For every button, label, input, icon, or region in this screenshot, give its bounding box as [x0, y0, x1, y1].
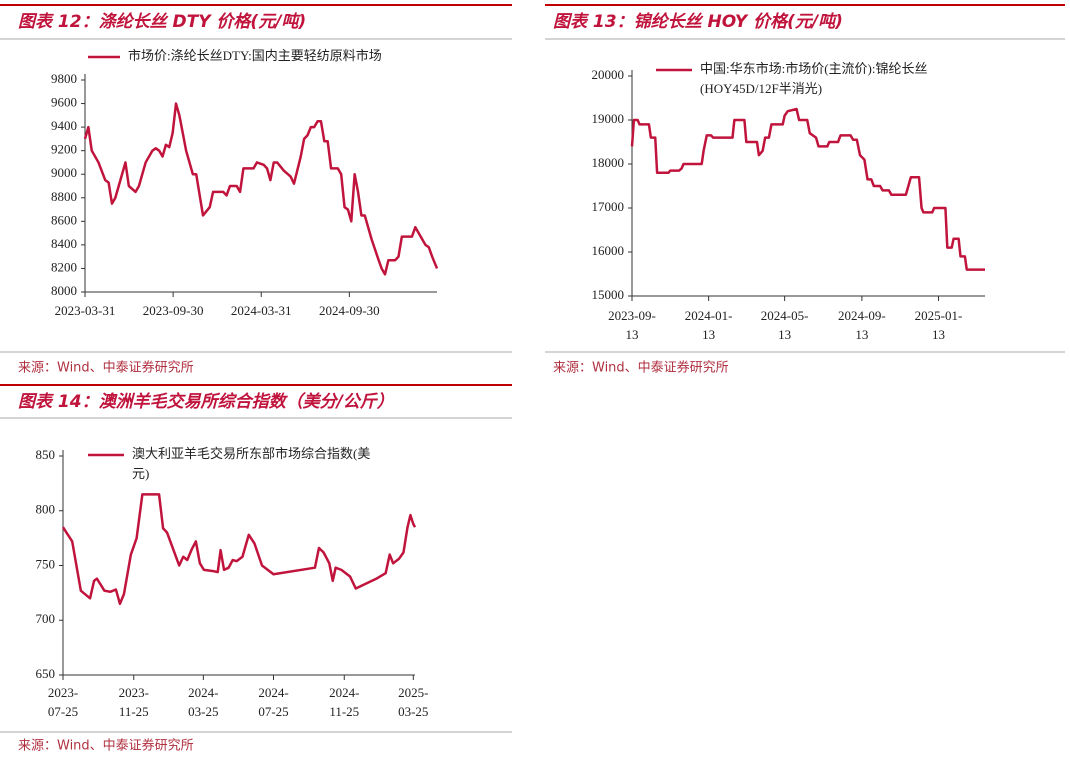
chart-title: 图表 12：涤纶长丝 DTY 价格(元/吨): [18, 12, 306, 32]
y-tick-label: 8400: [51, 236, 77, 251]
y-tick-label: 8600: [51, 212, 77, 227]
y-tick-label: 16000: [592, 243, 625, 258]
x-tick-label: 2024-05-13: [761, 308, 809, 342]
y-tick-label: 8200: [51, 259, 77, 274]
y-tick-label: 20000: [592, 67, 625, 82]
y-tick-label: 9400: [51, 118, 77, 133]
x-tick-label: 2023-03-31: [55, 303, 116, 318]
series-line: [630, 107, 985, 271]
y-tick-label: 8800: [51, 189, 77, 204]
legend-label: 中国:华东市场:市场价(主流价):锦纶长丝(HOY45D/12F半消光): [700, 61, 928, 96]
source-note: 来源：Wind、中泰证券研究所: [18, 738, 194, 754]
chart-title: 图表 13：锦纶长丝 HOY 价格(元/吨): [553, 12, 843, 32]
x-tick-label: 2023-09-13: [608, 308, 656, 342]
y-tick-label: 19000: [592, 111, 625, 126]
legend-label: 市场价:涤纶长丝DTY:国内主要轻纺原料市场: [128, 48, 382, 63]
y-tick-label: 9200: [51, 142, 77, 157]
y-tick-label: 9800: [51, 71, 77, 86]
y-tick-label: 700: [36, 611, 56, 626]
x-tick-label: 2024-09-13: [838, 308, 886, 342]
y-tick-label: 750: [36, 556, 56, 571]
source-note: 来源：Wind、中泰证券研究所: [553, 360, 729, 376]
y-tick-label: 8000: [51, 283, 77, 298]
x-tick-label: 2024-11-25: [329, 685, 359, 719]
x-tick-label: 2024-01-13: [685, 308, 733, 342]
y-tick-label: 9600: [51, 95, 77, 110]
series-line: [61, 493, 417, 606]
y-tick-label: 9000: [51, 165, 77, 180]
chart-title: 图表 14：澳洲羊毛交易所综合指数（美分/公斤）: [18, 392, 394, 412]
x-tick-label: 2024-09-30: [319, 303, 380, 318]
y-tick-label: 850: [36, 447, 56, 462]
y-tick-label: 15000: [592, 287, 625, 302]
x-tick-label: 2023-09-30: [143, 303, 204, 318]
y-tick-label: 17000: [592, 199, 625, 214]
y-tick-label: 18000: [592, 155, 625, 170]
x-tick-label: 2023-11-25: [119, 685, 149, 719]
y-tick-label: 800: [36, 502, 56, 517]
x-tick-label: 2024-03-31: [231, 303, 292, 318]
x-tick-label: 2025-01-13: [915, 308, 963, 342]
x-tick-label: 2024-07-25: [258, 685, 288, 719]
series-line: [83, 102, 439, 276]
x-tick-label: 2023-07-25: [48, 685, 78, 719]
source-note: 来源：Wind、中泰证券研究所: [18, 360, 194, 376]
legend-label: 澳大利亚羊毛交易所东部市场综合指数(美元): [132, 446, 370, 481]
y-tick-label: 650: [36, 666, 56, 681]
x-tick-label: 2024-03-25: [188, 685, 218, 719]
x-tick-label: 2025-03-25: [398, 685, 428, 719]
